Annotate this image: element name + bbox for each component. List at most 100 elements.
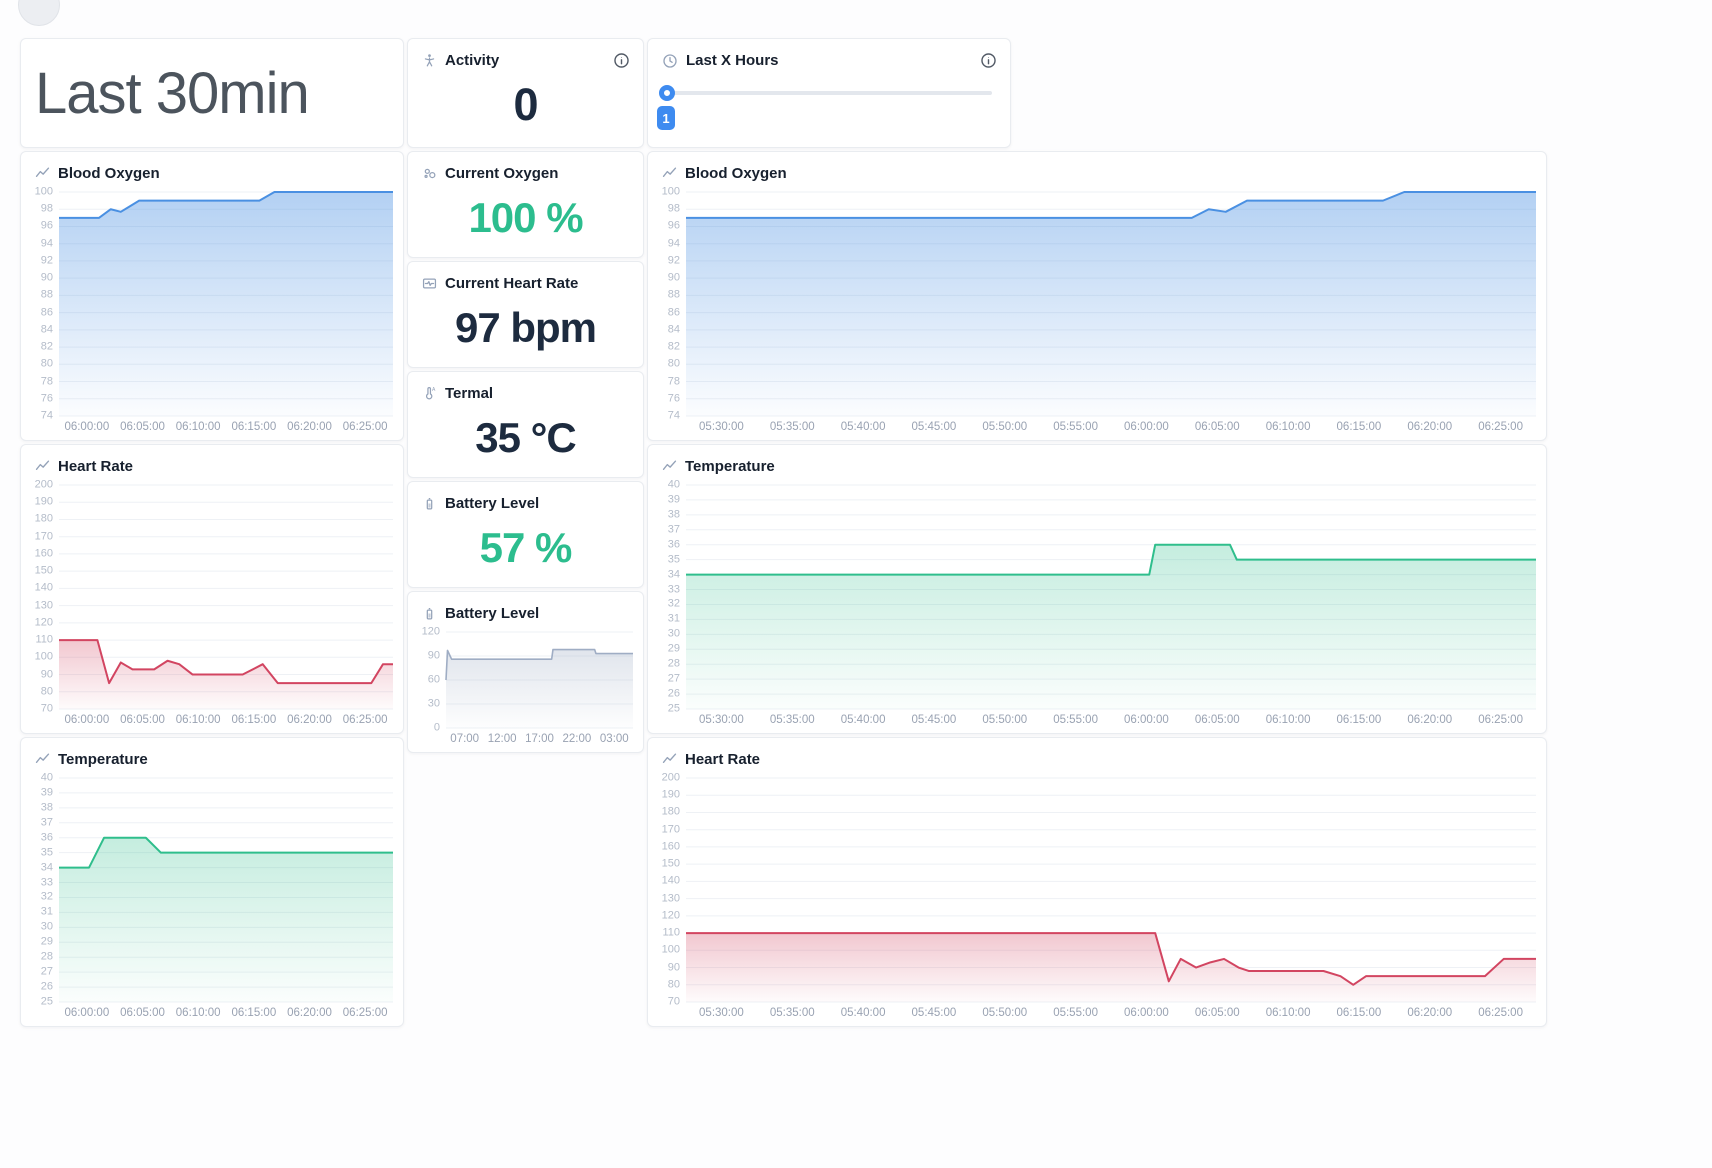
current-oxygen-value: 100 % [468, 193, 583, 241]
y-tick-label: 25 [667, 702, 680, 715]
y-tick-label: 78 [40, 375, 53, 388]
chart-header: Blood Oxygen [21, 152, 403, 184]
battery-level-chart-card: Battery Level 120 90 60 30 0 07:00 12:00 17:00… [407, 591, 644, 753]
y-tick-label: 74 [667, 409, 680, 422]
x-tick-label: 06:25:00 [1478, 714, 1523, 726]
blood-oxygen-chart-card-30min: Blood Oxygen 100 98 96 94 92 90 88 86 84 82 80 78 76… [20, 151, 404, 441]
x-tick-label: 06:25:00 [342, 421, 388, 433]
y-tick-label: 74 [40, 409, 53, 422]
x-tick-label: 06:05:00 [1194, 714, 1240, 726]
y-axis: 100 98 96 94 92 90 88 86 84 82 80 78 76 74 [27, 186, 59, 421]
y-tick-label: 30 [667, 627, 680, 640]
y-tick-label: 92 [667, 254, 680, 267]
y-tick-label: 140 [34, 581, 53, 594]
y-tick-label: 82 [40, 340, 53, 353]
x-tick-label: 07:00 [450, 733, 480, 745]
y-tick-label: 90 [667, 271, 680, 284]
chart-plot [446, 632, 633, 728]
x-axis: 05:30:00 05:35:00 05:40:00 05:45:00 05:50:00… [686, 1002, 1536, 1026]
x-tick-label: 05:50:00 [982, 1007, 1028, 1019]
x-tick-label: 06:00:00 [1124, 1007, 1169, 1019]
y-axis: 100 98 96 94 92 90 88 86 84 82 80 78 76 74 [654, 186, 686, 421]
y-axis: 120 90 60 30 0 [414, 626, 446, 733]
heart-rate-monitor-icon [422, 276, 437, 291]
x-tick-label: 05:35:00 [769, 714, 815, 726]
hours-slider[interactable]: 1 [657, 85, 992, 130]
y-tick-label: 35 [40, 846, 53, 859]
y-tick-label: 32 [40, 890, 53, 903]
y-tick-label: 76 [667, 392, 680, 405]
line-chart-icon [35, 166, 50, 181]
avatar-button[interactable] [18, 0, 60, 26]
middle-column: Activity 0 Current Oxygen 100 % Current … [407, 38, 644, 753]
chart-header: Temperature [648, 445, 1546, 477]
x-tick-label: 05:35:00 [769, 1007, 815, 1019]
stat-header: Last X Hours [648, 39, 1010, 69]
x-tick-label: 06:15:00 [1336, 714, 1382, 726]
y-tick-label: 30 [40, 920, 53, 933]
y-tick-label: 27 [667, 672, 680, 685]
x-tick-label: 06:00:00 [1124, 421, 1169, 433]
y-tick-label: 76 [40, 392, 53, 405]
chart-title: Temperature [58, 751, 148, 768]
oxygen-molecule-icon [422, 166, 437, 181]
current-oxygen-card: Current Oxygen 100 % [407, 151, 644, 258]
slider-handle[interactable] [659, 85, 675, 101]
info-icon[interactable] [613, 52, 630, 69]
x-tick-label: 12:00 [487, 733, 517, 745]
time-range-card: Last 30min [20, 38, 404, 148]
slider-value-badge: 1 [657, 106, 675, 130]
y-tick-label: 84 [40, 323, 53, 336]
y-tick-label: 29 [40, 935, 53, 948]
heart-rate-chart-card-30min: Heart Rate 200 190 180 170 160 150 140 130 120 11… [20, 444, 404, 734]
stat-label: Current Oxygen [445, 165, 559, 182]
chart-plot [686, 485, 1536, 709]
x-tick-label: 06:25:00 [342, 714, 388, 726]
person-icon [422, 53, 437, 68]
y-tick-label: 140 [661, 874, 680, 887]
x-tick-label: 06:20:00 [1407, 714, 1453, 726]
y-tick-label: 94 [40, 237, 53, 250]
y-axis: 200 190 180 170 160 150 140 130 120 110 100 90 80 70 [654, 772, 686, 1007]
temperature-chart-card-1h: Temperature 40 39 38 37 36 35 34 33 32 31 30 29 28 27… [647, 444, 1547, 734]
y-tick-label: 26 [667, 687, 680, 700]
y-tick-label: 94 [667, 237, 680, 250]
y-tick-label: 180 [34, 512, 53, 525]
y-tick-label: 98 [40, 202, 53, 215]
y-tick-label: 40 [667, 478, 680, 491]
stat-header: Current Heart Rate [408, 262, 643, 292]
y-tick-label: 88 [667, 288, 680, 301]
chart-header: Battery Level [408, 592, 643, 624]
x-tick-label: 06:00:00 [64, 421, 110, 433]
chart-plot [59, 778, 393, 1002]
y-tick-label: 80 [40, 685, 53, 698]
chart-title: Blood Oxygen [685, 165, 787, 182]
x-tick-label: 06:15:00 [1336, 1007, 1382, 1019]
slider-track[interactable] [666, 91, 992, 95]
line-chart-icon [662, 166, 677, 181]
y-tick-label: 200 [661, 771, 680, 784]
thermometer-icon: A [422, 386, 437, 401]
stat-label: Current Heart Rate [445, 275, 579, 292]
y-tick-label: 98 [667, 202, 680, 215]
y-tick-label: 120 [661, 909, 680, 922]
x-tick-label: 05:50:00 [982, 714, 1028, 726]
line-chart-icon [35, 752, 50, 767]
battery-level-value: 57 % [479, 523, 573, 571]
chart-header: Blood Oxygen [648, 152, 1546, 184]
info-icon[interactable] [980, 52, 997, 69]
y-tick-label: 26 [40, 980, 53, 993]
chart-title: Heart Rate [685, 751, 761, 768]
y-tick-label: 80 [40, 357, 53, 370]
x-tick-label: 05:35:00 [769, 421, 815, 433]
y-tick-label: 34 [40, 861, 53, 874]
stat-label: Activity [445, 52, 500, 69]
termal-card: A Termal 35 °C [407, 371, 644, 478]
y-tick-label: 100 [661, 185, 680, 198]
chart-title: Temperature [685, 458, 775, 475]
x-tick-label: 06:15:00 [231, 1007, 277, 1019]
y-axis: 200 190 180 170 160 150 140 130 120 110 100 90 80 70 [27, 479, 59, 714]
y-tick-label: 160 [34, 547, 53, 560]
stat-label: Last X Hours [686, 52, 779, 69]
y-tick-label: 28 [40, 950, 53, 963]
